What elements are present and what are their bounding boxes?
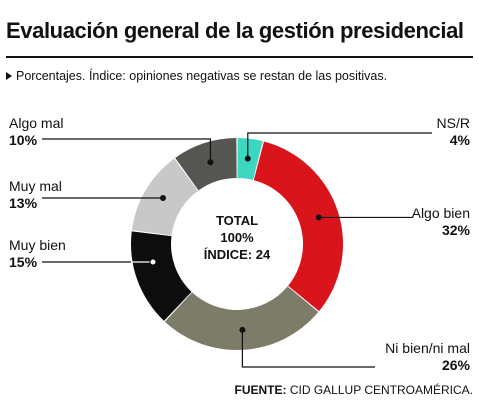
label-muy-mal-name: Muy mal [9, 178, 62, 194]
label-algo-bien-name: Algo bien [411, 205, 470, 221]
label-muy-bien-name: Muy bien [9, 237, 66, 253]
slice-ni-bien-ni-mal [164, 286, 319, 350]
label-nsr-value: 4% [449, 132, 470, 148]
leader-dot-ni-bien-ni-mal [239, 326, 246, 333]
leader-dot-nsr [244, 155, 251, 162]
label-nsr-name: NS/R [436, 115, 470, 131]
label-ni-bien-ni-mal: Ni bien/ni mal 26% [385, 340, 470, 374]
label-muy-mal-value: 13% [9, 195, 38, 211]
label-algo-bien: Algo bien 32% [412, 205, 470, 239]
title-divider [6, 56, 473, 58]
chart-title: Evaluación general de la gestión preside… [6, 18, 464, 43]
label-ni-bien-ni-mal-value: 26% [441, 357, 470, 373]
leader-line-nsr [247, 132, 432, 159]
leader-dot-algo-mal [207, 159, 214, 166]
label-muy-bien-value: 15% [9, 254, 38, 270]
slice-algo-bien [253, 141, 343, 312]
leader-dot-muy-bien [149, 258, 157, 266]
center-index: ÍNDICE: 24 [203, 247, 271, 262]
leader-line-ni-bien-ni-mal [241, 329, 375, 368]
source-label: FUENTE: [234, 383, 287, 397]
leader-dot-muy-mal [160, 195, 166, 201]
label-muy-bien: Muy bien 15% [9, 237, 66, 271]
chart-subtitle: Porcentajes. Índice: opiniones negativas… [6, 69, 387, 83]
label-nsr: NS/R 4% [437, 115, 470, 149]
center-total-label: TOTAL [215, 213, 259, 228]
slice-algo-mal [175, 138, 237, 191]
label-algo-bien-value: 32% [441, 222, 470, 238]
leader-dot-algo-bien [315, 214, 322, 221]
label-muy-mal: Muy mal 13% [9, 178, 62, 212]
triangle-bullet-icon [6, 72, 12, 80]
label-ni-bien-ni-mal-name: Ni bien/ni mal [385, 340, 470, 356]
source-note: FUENTE: CID GALLUP CENTROAMÉRICA. [235, 383, 474, 397]
source-text: CID GALLUP CENTROAMÉRICA. [289, 383, 473, 397]
label-algo-mal: Algo mal 10% [9, 115, 63, 149]
label-algo-mal-name: Algo mal [9, 115, 64, 131]
center-total-value: 100% [220, 230, 254, 245]
slice-muy-bien [131, 231, 192, 321]
label-algo-mal-value: 10% [9, 132, 38, 148]
subtitle-text: Porcentajes. Índice: opiniones negativas… [16, 69, 388, 83]
leader-line-algo-mal [42, 138, 212, 163]
donut-center-text: TOTAL 100% ÍNDICE: 24 [187, 212, 287, 263]
